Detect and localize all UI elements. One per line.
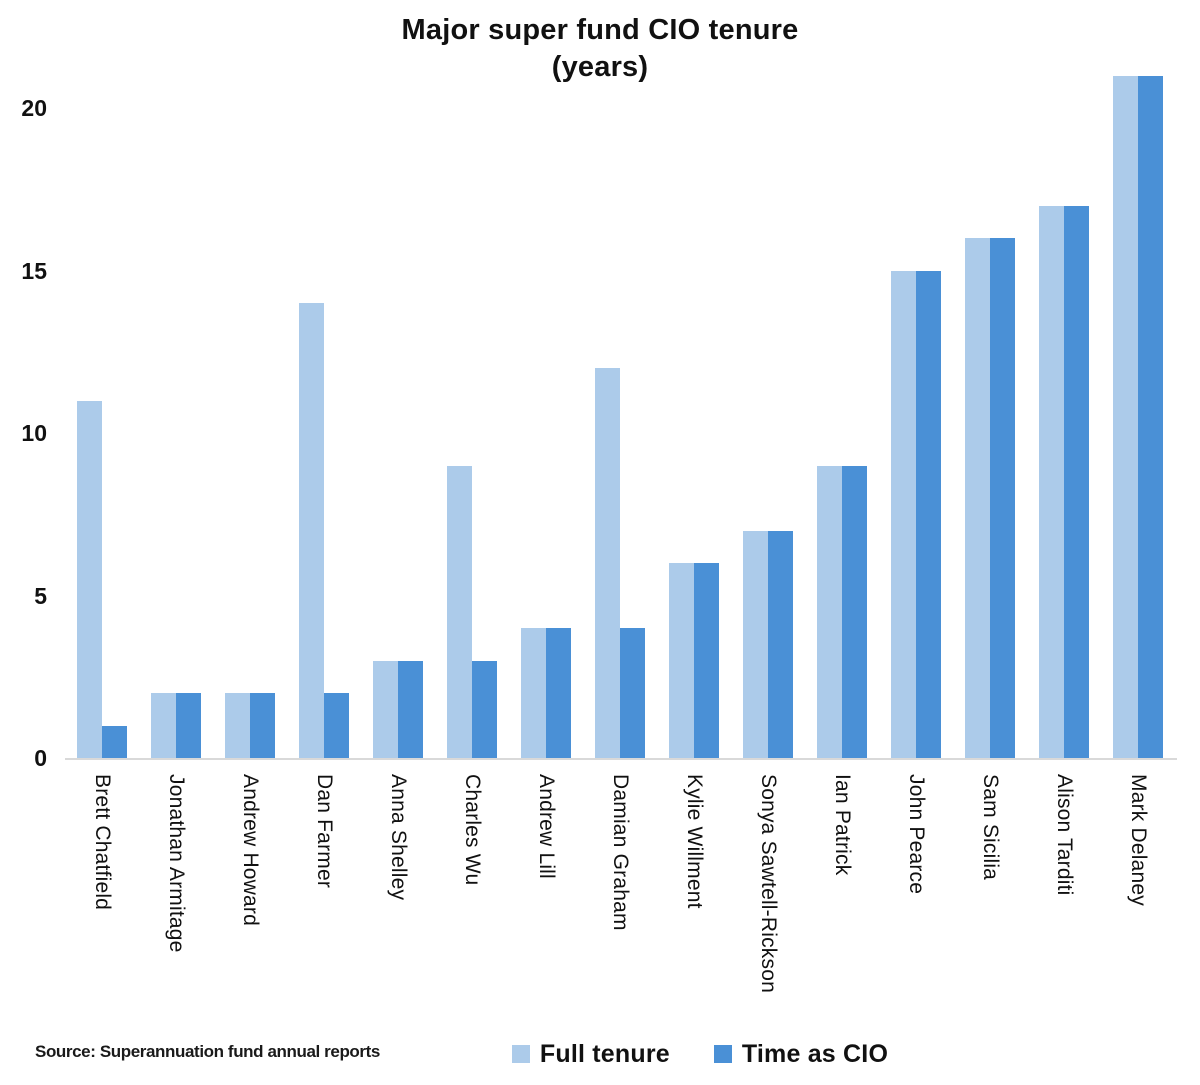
y-axis-tick-label: 10 <box>21 420 47 446</box>
category-group <box>731 71 805 758</box>
bar-full-tenure <box>595 368 620 758</box>
time-as-cio-swatch-icon <box>713 1045 732 1063</box>
category-group <box>361 71 435 758</box>
category-label: John Pearce <box>905 774 928 895</box>
category-label: Kylie Willment <box>683 774 706 909</box>
category-label: Anna Shelley <box>387 774 410 901</box>
category-group <box>953 71 1027 758</box>
category-group <box>583 71 657 758</box>
category-group <box>65 71 139 758</box>
bar-full-tenure <box>225 693 250 758</box>
bar-time-as-cio <box>398 660 423 758</box>
category-group <box>805 71 879 758</box>
category-group <box>435 71 509 758</box>
bar-time-as-cio <box>176 693 201 758</box>
category-label: Ian Patrick <box>831 774 854 876</box>
bar-full-tenure <box>1039 205 1064 758</box>
bar-full-tenure <box>151 693 176 758</box>
category-label: Damian Graham <box>609 774 632 931</box>
category-label: Andrew Lill <box>535 774 558 879</box>
category-label: Mark Delaney <box>1127 774 1150 906</box>
bar-full-tenure <box>1113 75 1138 758</box>
category-group <box>213 71 287 758</box>
chart-footer: Source: Superannuation fund annual repor… <box>0 1034 1200 1074</box>
bar-time-as-cio <box>620 628 645 758</box>
bar-time-as-cio <box>1138 75 1163 758</box>
y-axis-tick-label: 5 <box>34 582 47 609</box>
bar-time-as-cio <box>768 530 793 758</box>
category-group <box>1101 71 1175 758</box>
bar-full-tenure <box>891 270 916 758</box>
category-label: Sam Sicilia <box>979 774 1002 881</box>
category-label: Jonathan Armitage <box>165 774 188 953</box>
legend-item-time-as-cio: Time as CIO <box>713 1039 889 1069</box>
category-group <box>1027 71 1101 758</box>
category-label: Brett Chatfield <box>91 774 114 911</box>
full-tenure-swatch-icon <box>511 1045 530 1063</box>
bar-time-as-cio <box>694 563 719 758</box>
legend: Full tenure Time as CIO <box>420 1034 980 1074</box>
y-axis-tick-label: 20 <box>21 95 47 121</box>
bar-full-tenure <box>669 563 694 758</box>
bar-full-tenure <box>447 465 472 758</box>
bar-full-tenure <box>299 303 324 758</box>
legend-label-time-as-cio: Time as CIO <box>741 1039 889 1068</box>
y-axis-tick-label: 0 <box>34 745 47 771</box>
category-group <box>509 71 583 758</box>
category-group <box>139 71 213 758</box>
category-label: Charles Wu <box>461 774 484 886</box>
chart-title-line1: Major super fund CIO tenure <box>401 14 799 46</box>
bar-time-as-cio <box>916 270 941 758</box>
x-axis-line <box>65 758 1177 760</box>
bar-full-tenure <box>373 660 398 758</box>
bar-time-as-cio <box>250 693 275 758</box>
y-axis-tick-label: 15 <box>21 257 47 284</box>
legend-label-full-tenure: Full tenure <box>539 1039 670 1068</box>
category-label: Sonya Sawtell-Rickson <box>757 774 780 993</box>
bar-time-as-cio <box>546 628 571 758</box>
source-note: Source: Superannuation fund annual repor… <box>35 1042 380 1061</box>
bar-time-as-cio <box>324 693 349 758</box>
chart-title: Major super fund CIO tenure (years) <box>0 12 1200 86</box>
bar-full-tenure <box>521 628 546 758</box>
category-label: Dan Farmer <box>313 774 336 889</box>
category-label: Alison Tarditi <box>1053 774 1076 896</box>
category-label: Andrew Howard <box>239 774 262 926</box>
bar-time-as-cio <box>102 725 127 758</box>
category-group <box>657 71 731 758</box>
legend-item-full-tenure: Full tenure <box>511 1039 670 1069</box>
bar-time-as-cio <box>990 238 1015 758</box>
bar-full-tenure <box>77 400 102 758</box>
bar-full-tenure <box>817 465 842 758</box>
bar-time-as-cio <box>472 660 497 758</box>
chart-title-line2: (years) <box>551 51 649 83</box>
category-group <box>287 71 361 758</box>
bar-time-as-cio <box>1064 205 1089 758</box>
category-group <box>879 71 953 758</box>
bar-full-tenure <box>743 530 768 758</box>
plot-area <box>65 71 1175 758</box>
bar-full-tenure <box>965 238 990 758</box>
bar-time-as-cio <box>842 465 867 758</box>
